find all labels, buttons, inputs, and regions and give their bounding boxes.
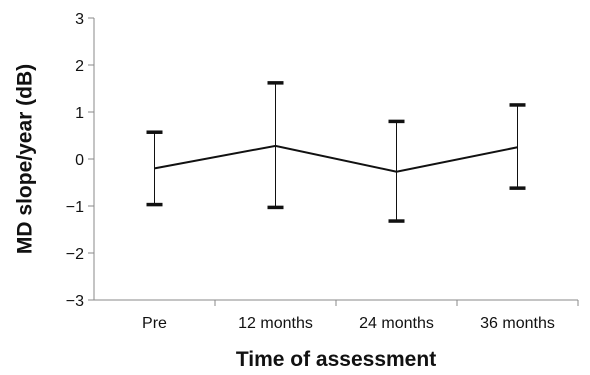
- x-tick-label: 24 months: [359, 315, 434, 332]
- y-tick-label: −1: [66, 199, 84, 216]
- y-tick-label: 3: [75, 11, 84, 28]
- y-tick-labels: −3 −2 −1 0 1 2 3: [66, 11, 84, 310]
- y-tick-label: 1: [75, 105, 84, 122]
- series-line: [154, 144, 518, 173]
- x-tick-label: Pre: [142, 315, 167, 332]
- y-tick-label: −3: [66, 293, 84, 310]
- y-tick-label: −2: [66, 246, 84, 263]
- y-axis-title: MD slope/year (dB): [14, 64, 37, 254]
- x-tick-label: 36 months: [480, 315, 555, 332]
- x-tick-label: 12 months: [238, 315, 313, 332]
- x-axis-title: Time of assessment: [236, 348, 436, 371]
- y-tick-label: 0: [75, 152, 84, 169]
- series-line-group: [154, 144, 518, 173]
- axes: [88, 17, 579, 306]
- error-bars: [146, 81, 526, 223]
- x-tick-labels: Pre 12 months 24 months 36 months: [142, 315, 555, 332]
- y-tick-label: 2: [75, 58, 84, 75]
